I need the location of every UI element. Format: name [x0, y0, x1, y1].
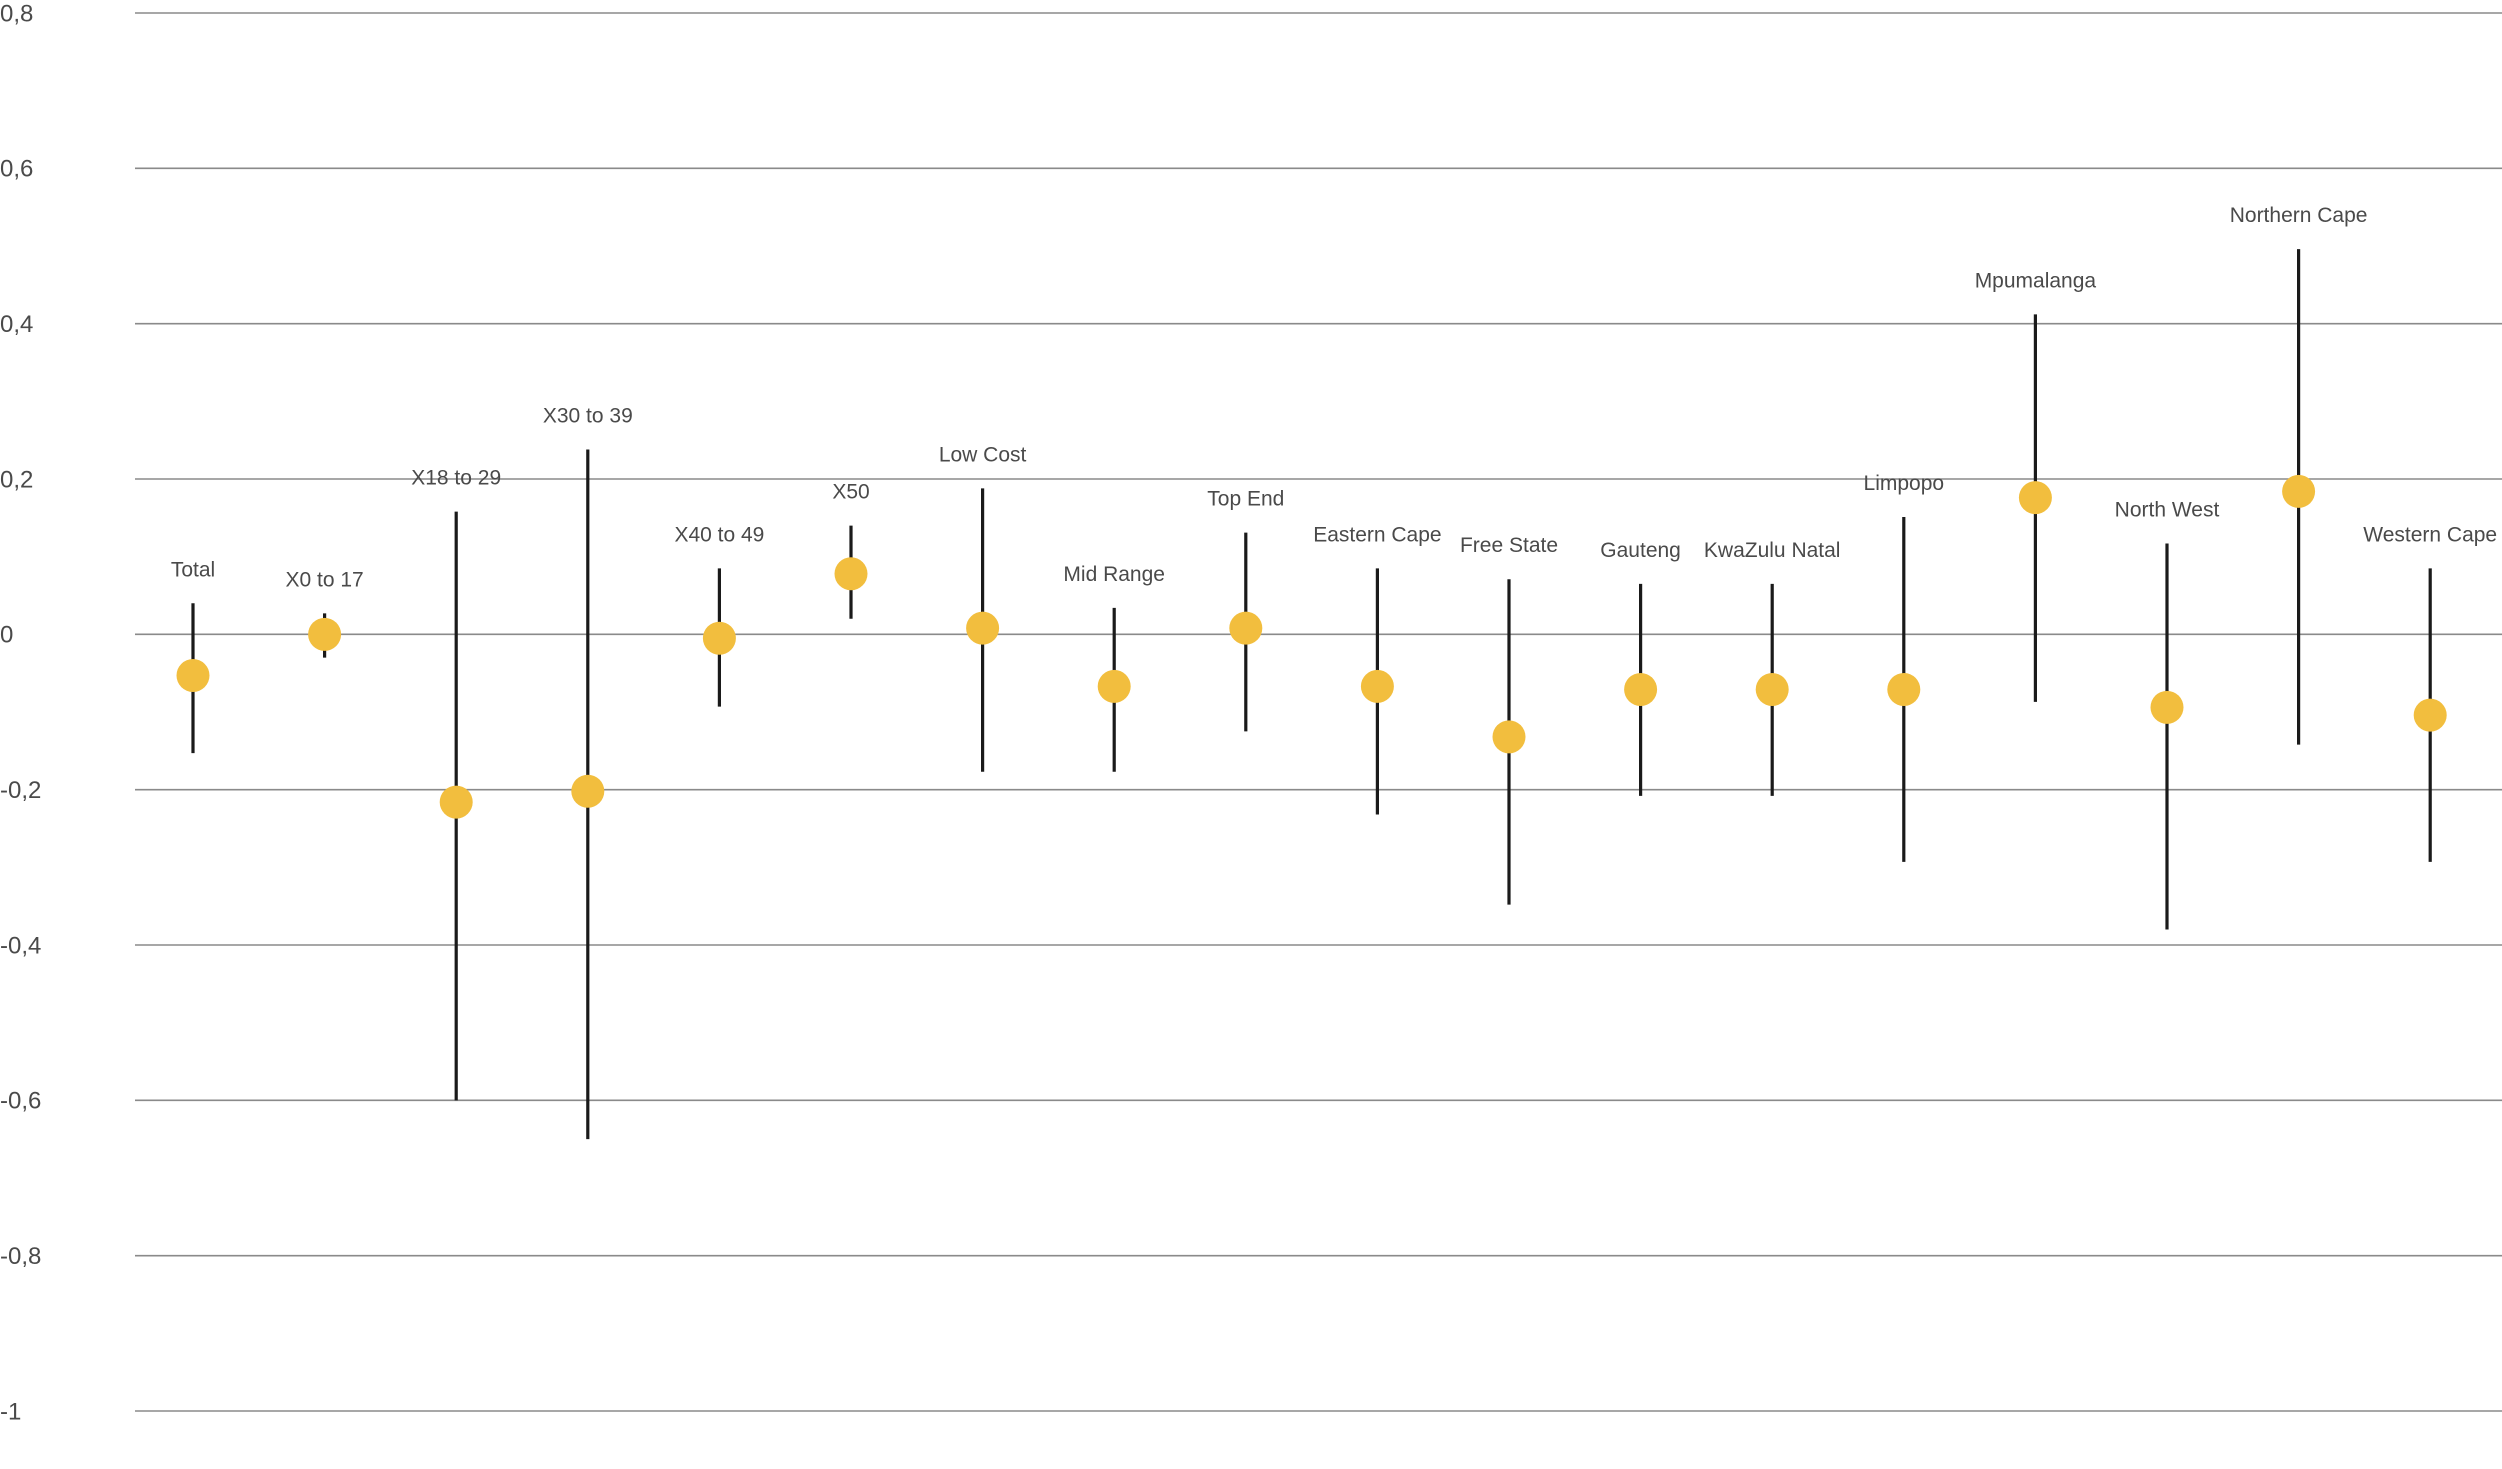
estimate-point — [308, 617, 342, 651]
category-labels: Total X0 to 17 X18 to 29 X30 to 39 X40 to 49… — [171, 204, 2497, 591]
estimate-point — [571, 774, 605, 808]
category-label: Mid Range — [1063, 563, 1165, 586]
estimate-point — [439, 785, 473, 819]
y-axis-ticks: 0,8 0,6 0,4 0,2 0 -0,2 -0,4 -0,6 -0,8 -1 — [0, 0, 41, 1425]
y-tick-label: -0,6 — [0, 1088, 41, 1115]
estimate-point — [2018, 481, 2052, 515]
estimate-point — [1755, 672, 1789, 706]
category-label: Limpopo — [1864, 472, 1945, 495]
category-label: Total — [171, 558, 215, 581]
estimate-points — [176, 474, 2447, 819]
estimate-point — [1229, 611, 1263, 645]
y-tick-label: -1 — [0, 1398, 21, 1425]
error-bars — [191, 249, 2432, 1140]
category-label: X18 to 29 — [411, 467, 501, 490]
category-label: Top End — [1207, 488, 1284, 511]
y-tick-label: 0,4 — [0, 311, 33, 338]
estimate-point — [2282, 474, 2316, 508]
category-label: X30 to 39 — [543, 404, 633, 427]
y-tick-label: -0,2 — [0, 777, 41, 804]
category-label: X50 — [832, 481, 869, 504]
y-tick-label: -0,4 — [0, 932, 41, 959]
category-label: Low Cost — [939, 443, 1027, 466]
y-tick-label: -0,8 — [0, 1243, 41, 1270]
category-label: Mpumalanga — [1975, 269, 2097, 292]
estimate-point — [702, 621, 736, 655]
category-label: Free State — [1460, 534, 1558, 557]
estimate-point — [2413, 698, 2447, 732]
estimate-point — [834, 557, 868, 591]
y-tick-label: 0,6 — [0, 156, 33, 183]
estimate-point — [1360, 669, 1394, 703]
y-tick-label: 0,2 — [0, 466, 33, 493]
estimate-point — [1887, 672, 1921, 706]
gridlines — [135, 12, 2502, 1412]
estimate-point — [1492, 720, 1526, 754]
category-label: X0 to 17 — [285, 568, 363, 591]
estimate-point — [1097, 669, 1131, 703]
category-label: Eastern Cape — [1313, 523, 1441, 546]
estimate-point — [2150, 690, 2184, 724]
estimate-point — [966, 611, 1000, 645]
category-label: Gauteng — [1600, 539, 1681, 562]
category-label: North West — [2115, 498, 2220, 521]
category-label: Northern Cape — [2230, 204, 2368, 227]
category-label: KwaZulu Natal — [1704, 539, 1841, 562]
estimate-point — [176, 658, 210, 692]
category-label: X40 to 49 — [674, 523, 764, 546]
y-tick-label: 0 — [0, 622, 13, 649]
estimate-point — [1624, 672, 1658, 706]
y-tick-label: 0,8 — [0, 0, 33, 27]
category-label: Western Cape — [2363, 523, 2497, 546]
